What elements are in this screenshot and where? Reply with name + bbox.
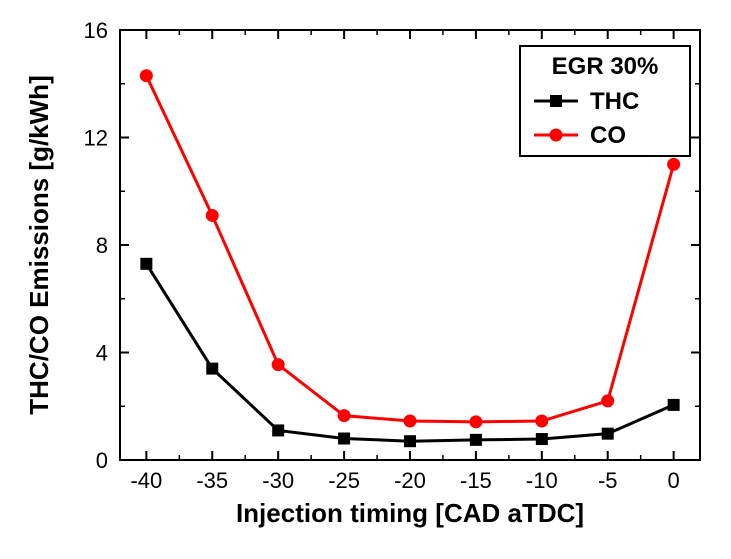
x-tick-label: -30 bbox=[262, 468, 294, 493]
x-axis-title: Injection timing [CAD aTDC] bbox=[236, 498, 584, 528]
marker-circle bbox=[601, 394, 614, 407]
legend-title: EGR 30% bbox=[552, 53, 659, 80]
marker-square bbox=[338, 433, 350, 445]
x-tick-label: -20 bbox=[394, 468, 426, 493]
x-tick-label: -10 bbox=[526, 468, 558, 493]
marker-square bbox=[602, 428, 614, 440]
x-tick-label: 0 bbox=[668, 468, 680, 493]
y-tick-label: 4 bbox=[96, 341, 108, 366]
marker-square bbox=[206, 363, 218, 375]
marker-square bbox=[404, 435, 416, 447]
y-tick-label: 16 bbox=[84, 18, 108, 43]
x-tick-label: -40 bbox=[130, 468, 162, 493]
x-tick-label: -25 bbox=[328, 468, 360, 493]
chart-container: -40 -35 -30 -25 -20 -15 -10 -5 0 0 4 8 12 16 Injection… bbox=[0, 0, 731, 559]
x-tick-label: -35 bbox=[196, 468, 228, 493]
marker-circle bbox=[404, 415, 417, 428]
y-axis-title: THC/CO Emissions [g/kWh] bbox=[24, 75, 54, 414]
marker-square bbox=[140, 258, 152, 270]
y-tick-label: 0 bbox=[96, 448, 108, 473]
x-tick-label: -5 bbox=[598, 468, 618, 493]
marker-square bbox=[536, 433, 548, 445]
x-tick-label: -15 bbox=[460, 468, 492, 493]
y-tick-label: 8 bbox=[96, 233, 108, 258]
legend-label: CO bbox=[590, 122, 626, 149]
marker-square bbox=[470, 434, 482, 446]
emissions-chart: -40 -35 -30 -25 -20 -15 -10 -5 0 0 4 8 12 16 Injection… bbox=[0, 0, 731, 559]
marker-square bbox=[668, 399, 680, 411]
marker-circle bbox=[535, 415, 548, 428]
marker-circle bbox=[469, 415, 482, 428]
marker-square bbox=[272, 424, 284, 436]
y-tick-label: 12 bbox=[84, 126, 108, 151]
marker-circle bbox=[338, 409, 351, 422]
marker-circle bbox=[667, 158, 680, 171]
legend-label: THC bbox=[590, 88, 639, 115]
legend-marker-circle bbox=[550, 129, 563, 142]
legend-marker-square bbox=[550, 95, 562, 107]
marker-circle bbox=[140, 69, 153, 82]
marker-circle bbox=[206, 209, 219, 222]
marker-circle bbox=[272, 358, 285, 371]
